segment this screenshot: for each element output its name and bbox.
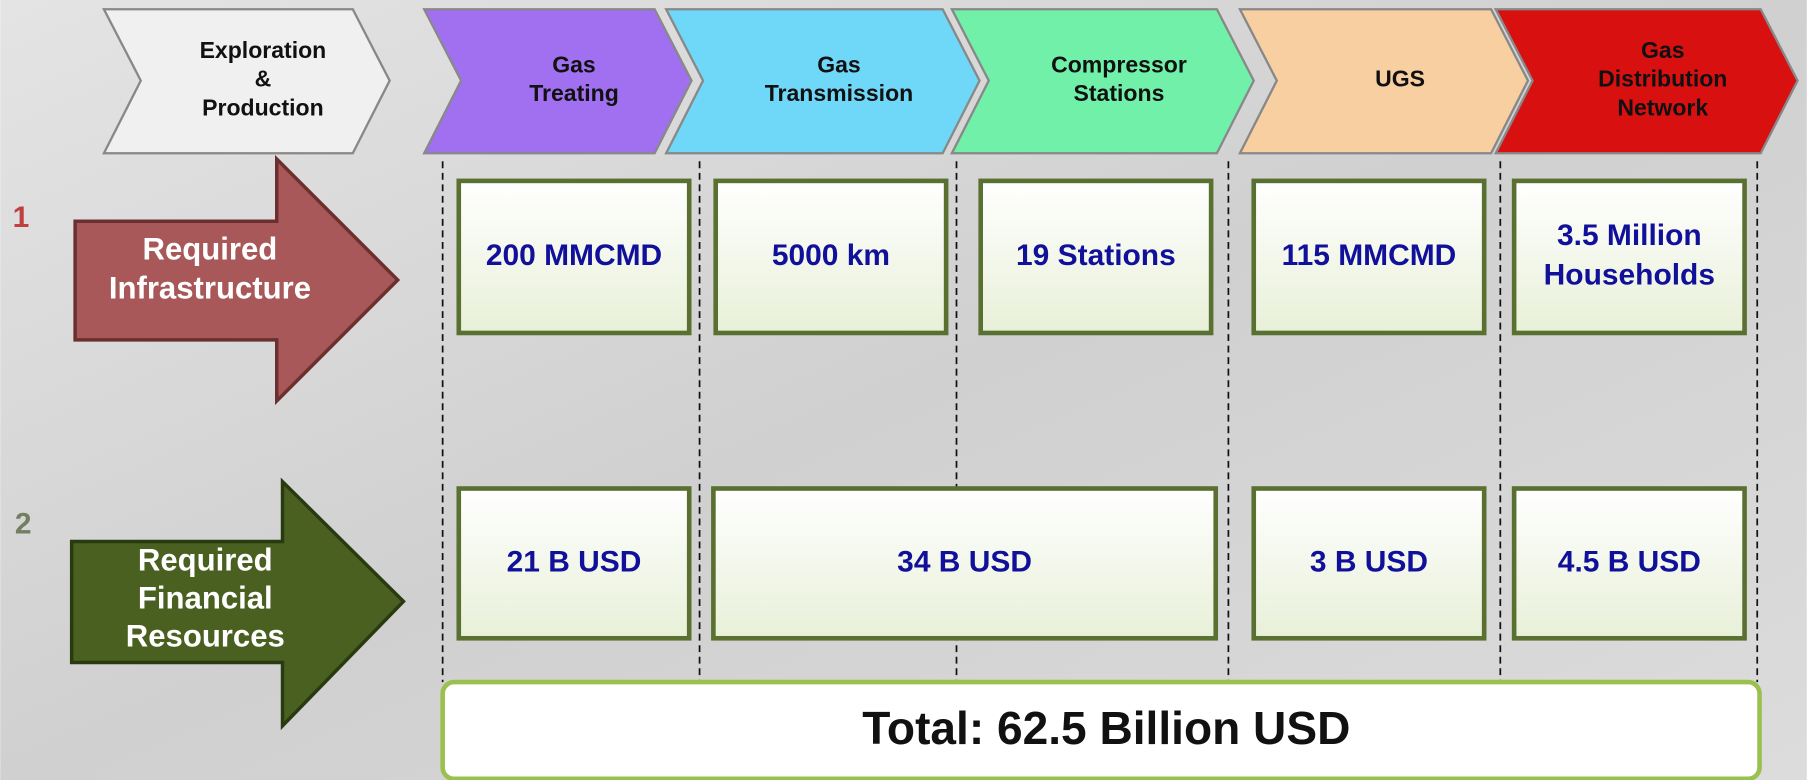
stage-chevron: [664, 8, 981, 155]
value-box: [713, 178, 949, 336]
value-text: 200 MMCMD: [486, 239, 662, 272]
value-box: [1511, 178, 1747, 336]
value-text: 4.5 B USD: [1558, 545, 1701, 578]
row-arrow: [69, 477, 406, 731]
stage-label: Production: [202, 95, 324, 121]
value-text: 34 B USD: [897, 545, 1032, 578]
value-text: 3.5 Million: [1557, 219, 1702, 252]
row-arrow: [73, 154, 401, 406]
stage-label: Gas: [552, 51, 596, 77]
value-box: [1251, 178, 1487, 336]
value-box: [1251, 486, 1487, 641]
stage-label: Treating: [529, 80, 619, 106]
row-label: Infrastructure: [109, 271, 311, 306]
stage-label: Gas: [1641, 37, 1685, 63]
value-box: [711, 486, 1219, 641]
row-number: 2: [15, 507, 32, 540]
value-box: [456, 486, 692, 641]
stage-label: Transmission: [765, 80, 913, 106]
stage-label: Network: [1617, 95, 1708, 121]
stage-label: Stations: [1074, 80, 1165, 106]
value-box: [1511, 486, 1747, 641]
stage-chevron: [1238, 8, 1530, 155]
stage-chevron: [1493, 8, 1799, 155]
value-text: 21 B USD: [507, 545, 642, 578]
row-label: Resources: [126, 619, 285, 654]
stage-label: Gas: [817, 51, 861, 77]
value-text: 5000 km: [772, 239, 890, 272]
stage-label: Exploration: [200, 37, 327, 63]
stage-label: Distribution: [1598, 66, 1727, 92]
stage-chevron: [422, 8, 693, 155]
stage-label: UGS: [1375, 66, 1425, 92]
stage-label: Compressor: [1051, 51, 1187, 77]
row-number: 1: [13, 201, 30, 234]
row-label: Required: [143, 231, 278, 266]
stage-label: &: [255, 66, 272, 92]
total-text: Total: 62.5 Billion USD: [862, 702, 1350, 754]
row-label: Required: [138, 542, 273, 577]
total-box: [440, 679, 1762, 780]
value-text: 115 MMCMD: [1282, 239, 1457, 272]
value-text: Households: [1544, 258, 1715, 291]
value-text: 19 Stations: [1016, 239, 1176, 272]
value-text: 3 B USD: [1310, 545, 1428, 578]
stage-chevron: [949, 8, 1256, 155]
value-box: [978, 178, 1214, 336]
row-label: Financial: [138, 580, 273, 615]
value-box: [456, 178, 692, 336]
stage-chevron: [102, 8, 391, 155]
